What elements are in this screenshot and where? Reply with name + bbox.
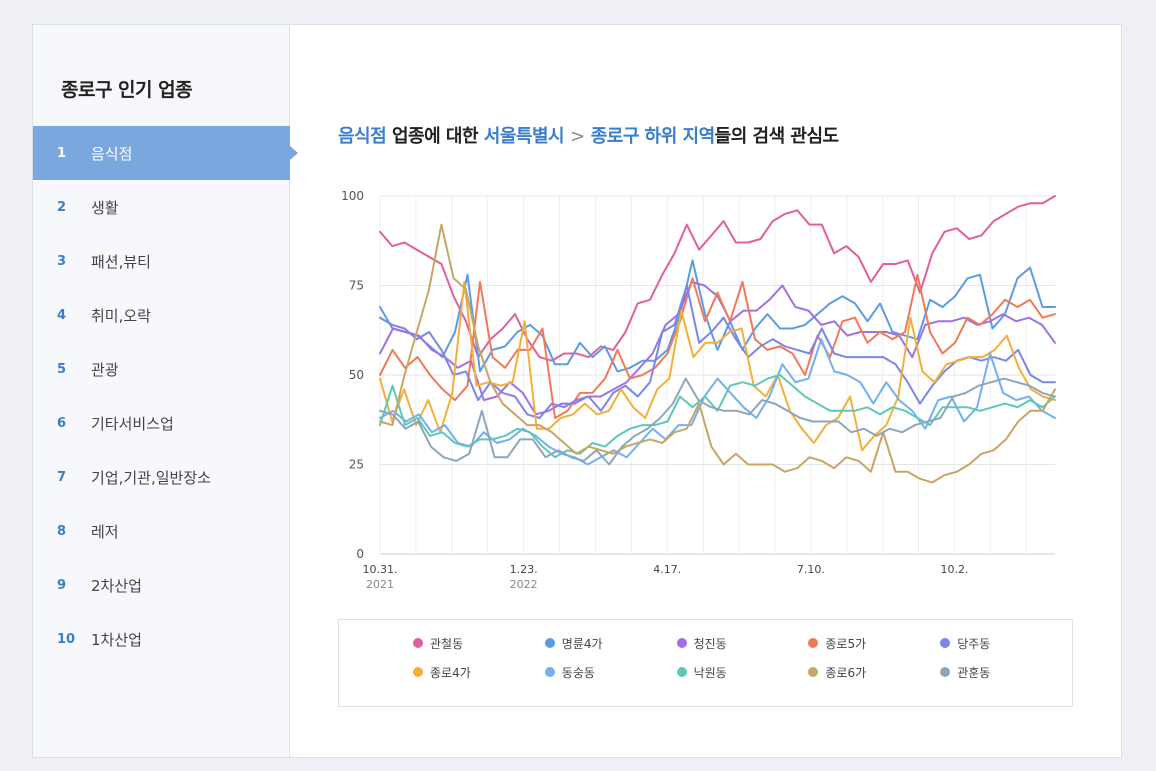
sidebar-item-label: 기타서비스업 (91, 413, 174, 434)
sidebar-item-label: 생활 (91, 197, 119, 218)
x-tick-label: 7.10. (797, 563, 825, 576)
sidebar-item-10[interactable]: 10 1차산업 (33, 612, 290, 666)
series-line-관철동 (380, 196, 1055, 361)
sidebar-item-number: 8 (33, 524, 91, 539)
sidebar-item-number: 1 (33, 146, 91, 161)
panel-card: 종로구 인기 업종 1 음식점 2 생활 3 패션,뷰티 4 취미,오락 5 관광 6 기타서비스업 7… (32, 24, 1122, 758)
legend-label: 청진동 (694, 635, 727, 652)
line-chart: 0 25 50 75 100 10.31. 2021 1.23. 2022 4.17. 7.10. 1… (290, 25, 1122, 625)
sidebar-item-label: 기업,기관,일반장소 (91, 467, 211, 488)
x-tick-label: 1.23. (510, 563, 538, 576)
legend-label: 명륜4가 (562, 635, 603, 652)
category-menu: 1 음식점 2 생활 3 패션,뷰티 4 취미,오락 5 관광 6 기타서비스업 7 기업,기관,일반장소… (33, 126, 290, 666)
legend-dot-icon (808, 667, 818, 677)
sidebar-item-label: 관광 (91, 359, 119, 380)
legend-item[interactable]: 명륜4가 (545, 634, 677, 652)
sidebar-item-3[interactable]: 3 패션,뷰티 (33, 234, 290, 288)
legend-dot-icon (545, 638, 555, 648)
legend-item[interactable]: 관훈동 (940, 663, 1072, 681)
sidebar-item-9[interactable]: 9 2차산업 (33, 558, 290, 612)
legend-label: 동숭동 (562, 664, 595, 681)
sidebar-item-5[interactable]: 5 관광 (33, 342, 290, 396)
y-tick-label: 0 (356, 547, 364, 561)
legend-label: 종로5가 (825, 635, 866, 652)
legend-dot-icon (808, 638, 818, 648)
sidebar-item-label: 취미,오락 (91, 305, 151, 326)
sidebar-item-number: 3 (33, 254, 91, 269)
y-tick-label: 75 (349, 279, 364, 293)
legend-label: 낙원동 (694, 664, 727, 681)
legend-dot-icon (677, 638, 687, 648)
legend-label: 종로6가 (825, 664, 866, 681)
sidebar-item-7[interactable]: 7 기업,기관,일반장소 (33, 450, 290, 504)
legend-dot-icon (940, 667, 950, 677)
legend-item[interactable]: 낙원동 (677, 663, 809, 681)
sidebar-item-label: 2차산업 (91, 575, 142, 596)
sidebar-title: 종로구 인기 업종 (61, 75, 192, 102)
sidebar-item-number: 2 (33, 200, 91, 215)
sidebar-item-1[interactable]: 1 음식점 (33, 126, 290, 180)
series-line-종로6가 (380, 225, 1055, 483)
sidebar: 종로구 인기 업종 1 음식점 2 생활 3 패션,뷰티 4 취미,오락 5 관광 6 기타서비스업 7… (33, 25, 290, 757)
legend-item[interactable]: 종로6가 (808, 663, 940, 681)
legend-item[interactable]: 종로4가 (413, 663, 545, 681)
sidebar-item-label: 1차산업 (91, 629, 142, 650)
legend-label: 관훈동 (957, 664, 990, 681)
sidebar-item-label: 패션,뷰티 (91, 251, 151, 272)
legend-item[interactable]: 당주동 (940, 634, 1072, 652)
sidebar-item-4[interactable]: 4 취미,오락 (33, 288, 290, 342)
x-tick-sublabel: 2022 (510, 578, 538, 591)
x-tick-sublabel: 2021 (366, 578, 394, 591)
sidebar-item-2[interactable]: 2 생활 (33, 180, 290, 234)
sidebar-item-label: 음식점 (91, 143, 132, 164)
sidebar-item-number: 6 (33, 416, 91, 431)
x-tick-label: 10.2. (940, 563, 968, 576)
main-panel: 음식점 업종에 대한 서울특별시 > 종로구 하위 지역들의 검색 관심도 0 25 5… (290, 25, 1121, 757)
legend-dot-icon (545, 667, 555, 677)
legend-dot-icon (677, 667, 687, 677)
legend-label: 관철동 (430, 635, 463, 652)
legend-dot-icon (413, 667, 423, 677)
x-tick-label: 10.31. (363, 563, 398, 576)
y-tick-label: 25 (349, 458, 364, 472)
legend-item[interactable]: 동숭동 (545, 663, 677, 681)
y-tick-label: 100 (341, 189, 364, 203)
sidebar-item-number: 4 (33, 308, 91, 323)
legend-item[interactable]: 관철동 (413, 634, 545, 652)
legend-dot-icon (940, 638, 950, 648)
legend-item[interactable]: 종로5가 (808, 634, 940, 652)
sidebar-item-number: 10 (33, 632, 91, 647)
sidebar-item-6[interactable]: 6 기타서비스업 (33, 396, 290, 450)
legend-label: 종로4가 (430, 664, 471, 681)
sidebar-item-number: 7 (33, 470, 91, 485)
sidebar-item-label: 레저 (91, 521, 119, 542)
series-line-종로4가 (380, 282, 1055, 450)
sidebar-item-number: 9 (33, 578, 91, 593)
legend-dot-icon (413, 638, 423, 648)
y-tick-label: 50 (349, 368, 364, 382)
sidebar-item-number: 5 (33, 362, 91, 377)
sidebar-item-8[interactable]: 8 레저 (33, 504, 290, 558)
legend-label: 당주동 (957, 635, 990, 652)
x-tick-label: 4.17. (653, 563, 681, 576)
legend-item[interactable]: 청진동 (677, 634, 809, 652)
